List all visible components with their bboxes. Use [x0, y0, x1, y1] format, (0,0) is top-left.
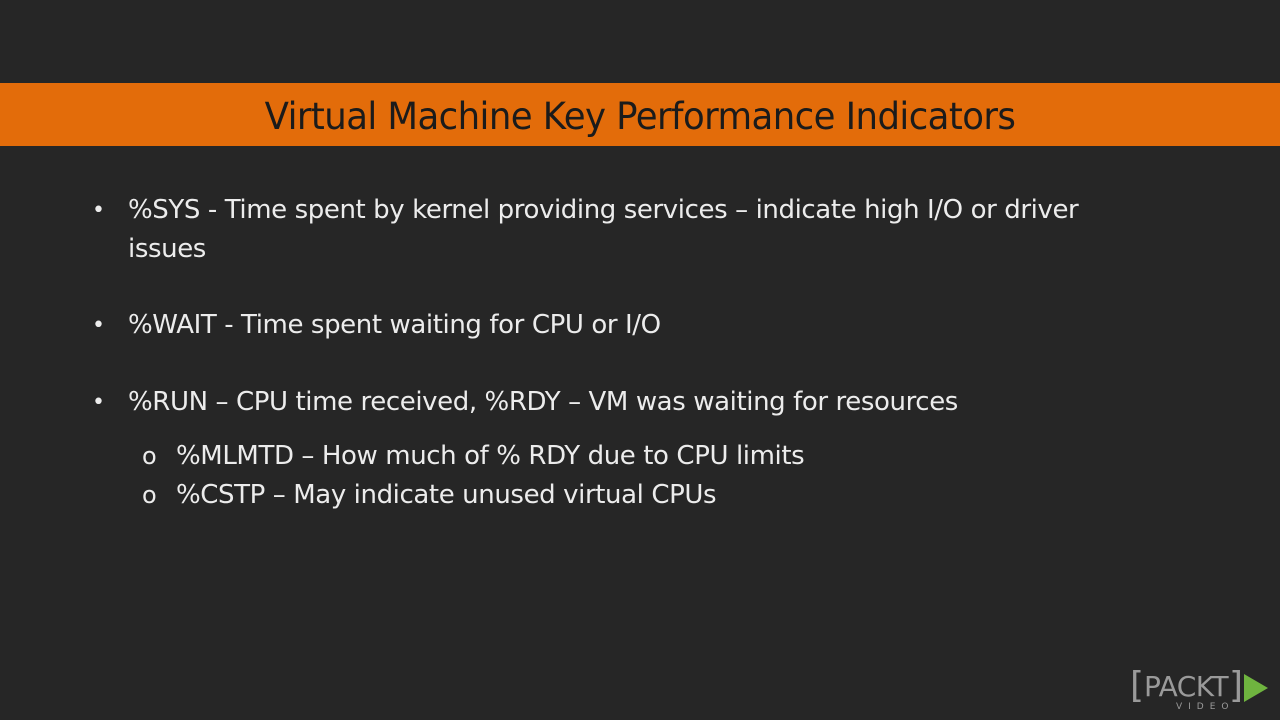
slide-title: Virtual Machine Key Performance Indicato… — [264, 95, 1016, 138]
play-triangle-icon — [1244, 674, 1268, 702]
bullet-marker: • — [92, 390, 105, 415]
bullet-marker: • — [92, 313, 105, 338]
sub-bullet-item-cstp: o %CSTP – May indicate unused virtual CP… — [142, 476, 1192, 515]
bullet-item-sys: • %SYS - Time spent by kernel providing … — [92, 191, 1192, 269]
bullet-marker: • — [92, 198, 105, 223]
sub-bullet-text: %CSTP – May indicate unused virtual CPUs — [176, 480, 717, 510]
logo-left-bracket: [ — [1130, 665, 1145, 706]
bullet-text: %WAIT - Time spent waiting for CPU or I/… — [128, 310, 661, 340]
logo-right-bracket: ] — [1229, 665, 1244, 706]
bullet-item-run: • %RUN – CPU time received, %RDY – VM wa… — [92, 383, 1192, 422]
logo-brand-text: PACKT — [1144, 670, 1229, 703]
bullet-text: %SYS - Time spent by kernel providing se… — [128, 195, 1079, 264]
sub-bullet-marker: o — [142, 442, 157, 470]
bullet-item-wait: • %WAIT - Time spent waiting for CPU or … — [92, 306, 1192, 345]
sub-bullet-text: %MLMTD – How much of % RDY due to CPU li… — [176, 441, 805, 471]
sub-bullet-marker: o — [142, 481, 157, 509]
packt-video-logo: [ PACKT ] VIDEO — [1130, 664, 1272, 714]
title-banner: Virtual Machine Key Performance Indicato… — [0, 83, 1280, 146]
sub-bullet-item-mlmtd: o %MLMTD – How much of % RDY due to CPU … — [142, 437, 1192, 476]
logo-subtitle: VIDEO — [1176, 702, 1235, 712]
bullet-text: %RUN – CPU time received, %RDY – VM was … — [128, 387, 958, 417]
